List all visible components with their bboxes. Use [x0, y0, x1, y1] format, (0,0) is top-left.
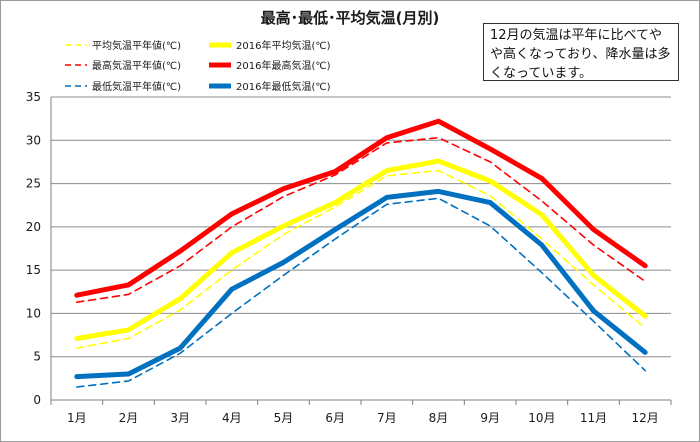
y-tick-label: 5	[33, 350, 41, 364]
legend: 平均気温平年値(℃) 2016年平均気温(℃) 最高気温平年値(℃) 2016年最高気…	[65, 39, 331, 93]
x-tick-label: 12月	[632, 411, 659, 425]
y-tick-label: 0	[33, 393, 41, 407]
y-tick-label: 10	[26, 306, 41, 320]
y-tick-label: 35	[26, 90, 41, 104]
axes: 0 5 10 15 20 25 30 35 1月 2月 3月 4月 5月 6月 7月 8月 9月 10月 11月 12…	[26, 90, 672, 425]
x-tick-label: 7月	[377, 411, 397, 425]
x-tick-label: 3月	[170, 411, 190, 425]
series-line	[76, 169, 647, 349]
x-tick-label: 10月	[528, 411, 555, 425]
commentary-box: 12月の気温は平年に比べてやや高くなっており、降水量は多くなっています。	[483, 23, 679, 81]
legend-label: 2016年平均気温(℃)	[236, 39, 331, 52]
legend-label: 2016年最高気温(℃)	[236, 59, 331, 72]
x-tick-label: 6月	[325, 411, 345, 425]
x-tick-label: 9月	[480, 411, 500, 425]
y-tick-label: 20	[26, 220, 41, 234]
x-tick-label: 11月	[580, 411, 607, 425]
series-line	[74, 118, 648, 298]
series-line	[76, 136, 647, 304]
x-tick-label: 8月	[429, 411, 449, 425]
legend-label: 最低気温平年値(℃)	[92, 80, 181, 93]
legend-label: 平均気温平年値(℃)	[92, 39, 181, 52]
y-tick-label: 15	[26, 263, 41, 277]
x-tick-label: 2月	[119, 411, 139, 425]
legend-label: 2016年最低気温(℃)	[236, 80, 331, 93]
series-line	[74, 188, 648, 380]
x-tick-label: 4月	[222, 411, 242, 425]
series-lines	[74, 118, 648, 388]
chart-title: 最高･最低･平均気温(月別)	[260, 9, 440, 27]
series-line	[76, 197, 647, 388]
y-tick-label: 25	[26, 177, 41, 191]
x-tick-label: 1月	[67, 411, 87, 425]
legend-label: 最高気温平年値(℃)	[92, 59, 181, 72]
x-tick-label: 5月	[274, 411, 294, 425]
series-line	[74, 158, 648, 341]
y-tick-label: 30	[26, 133, 41, 147]
